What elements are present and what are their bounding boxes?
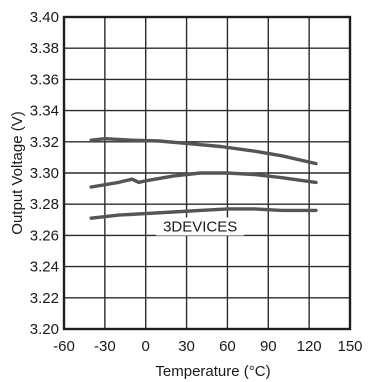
series-line-3 (89, 207, 318, 220)
y-tick-label: 3.40 (30, 9, 59, 26)
series-line-2 (89, 171, 318, 189)
y-tick-label: 3.20 (30, 321, 59, 338)
y-tick-label: 3.22 (30, 290, 59, 307)
y-tick-label: 3.28 (30, 196, 59, 213)
y-tick-label: 3.32 (30, 134, 59, 151)
x-axis-label: Temperature (°C) (155, 363, 270, 380)
y-tick-label: 3.30 (30, 165, 59, 182)
y-tick-label: 3.36 (30, 71, 59, 88)
x-tick-label: 120 (297, 338, 322, 355)
y-tick-label: 3.34 (30, 103, 59, 120)
x-tick-label: 150 (337, 338, 362, 355)
x-tick-label: 0 (142, 338, 150, 355)
x-tick-label: -30 (94, 338, 116, 355)
series-line-1 (89, 136, 318, 166)
x-tick-label: 90 (260, 338, 277, 355)
y-tick-label: 3.26 (30, 227, 59, 244)
annotation-3devices: 3DEVICES (163, 219, 237, 236)
x-tick-label: 30 (178, 338, 195, 355)
x-tick-label: 60 (219, 338, 236, 355)
y-tick-label: 3.38 (30, 40, 59, 57)
y-axis-label: Output Voltage (V) (9, 111, 26, 234)
grid-layer (64, 17, 350, 329)
y-tick-labels: 3.20 3.22 3.24 3.26 3.28 3.30 3.32 3.34 3.36 3.38… (30, 9, 59, 338)
x-tick-labels: -60 -30 0 30 60 90 120 150 (53, 338, 362, 355)
annotation-background (156, 217, 245, 236)
x-tick-label: -60 (53, 338, 75, 355)
y-tick-label: 3.24 (30, 259, 59, 276)
series-layer (89, 136, 318, 220)
plot-frame (62, 15, 352, 331)
annotation-layer: 3DEVICES (156, 217, 245, 236)
